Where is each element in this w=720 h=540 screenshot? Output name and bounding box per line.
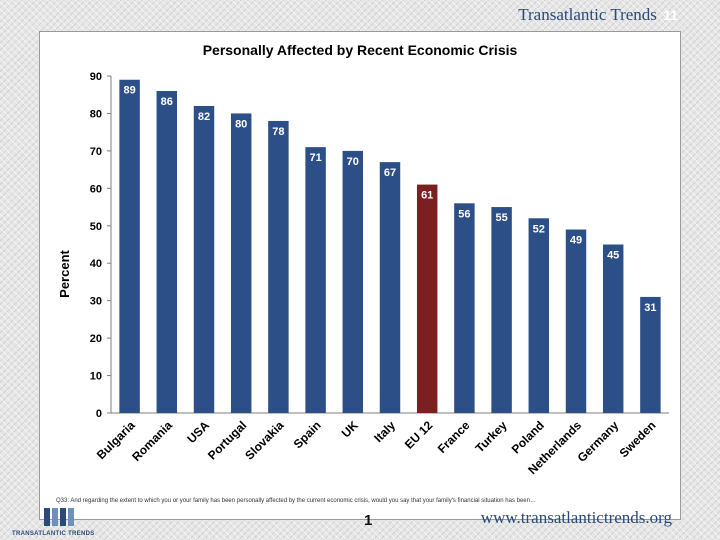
chart-panel: Personally Affected by Recent Economic C… [39, 31, 681, 520]
data-label: 31 [644, 302, 656, 314]
bar [379, 162, 401, 413]
category-label: Turkey [473, 418, 510, 455]
bar [602, 244, 624, 413]
question-footnote: Q33: And regarding the extent to which y… [56, 498, 536, 504]
data-label: 78 [272, 126, 284, 138]
page-badge: 11 [663, 7, 678, 23]
data-label: 71 [309, 152, 321, 164]
bar-chart: Personally Affected by Recent Economic C… [57, 42, 669, 477]
y-tick-label: 80 [90, 108, 102, 120]
category-label: Portugal [205, 418, 249, 462]
bar [268, 120, 289, 413]
bar [230, 113, 252, 413]
bar [454, 203, 475, 413]
bar [119, 79, 140, 413]
category-label: Italy [371, 418, 398, 445]
brand-name: Transatlantic Trends [518, 5, 657, 24]
category-label: USA [184, 418, 212, 446]
chart-layer: 010203040506070809089Bulgaria86Romania82… [90, 71, 669, 477]
data-label: 89 [123, 85, 135, 97]
y-tick-label: 30 [90, 296, 102, 308]
y-tick-label: 40 [90, 258, 102, 270]
logo-text: TRANSATLANTIC TRENDS [12, 531, 95, 537]
transatlantic-trends-logo [44, 508, 74, 526]
data-label: 80 [235, 118, 247, 130]
data-label: 86 [161, 96, 173, 108]
website-url[interactable]: www.transatlantictrends.org [480, 508, 672, 527]
brand-title: Transatlantic Trends 11 [518, 5, 678, 25]
page-number: 1 [364, 512, 373, 529]
category-label: Spain [291, 418, 324, 451]
bar [491, 207, 512, 413]
data-label: 82 [198, 111, 210, 123]
data-label: 55 [495, 212, 507, 224]
bar [565, 229, 587, 413]
data-label: 56 [458, 208, 470, 220]
y-tick-label: 10 [90, 371, 102, 383]
category-label: UK [339, 418, 361, 440]
bar [416, 184, 438, 413]
category-label: France [435, 418, 473, 456]
data-label: 67 [384, 167, 396, 179]
bar [305, 147, 326, 413]
category-label: Sweden [617, 418, 659, 460]
y-tick-label: 60 [90, 183, 102, 195]
bar [156, 90, 178, 413]
y-tick-label: 20 [90, 333, 102, 345]
y-tick-label: 50 [90, 221, 102, 233]
y-tick-label: 90 [90, 71, 102, 83]
category-label: Germany [575, 418, 622, 465]
data-label: 49 [570, 235, 582, 247]
bar [640, 296, 661, 413]
data-label: 45 [607, 250, 619, 262]
y-tick-label: 0 [96, 408, 102, 420]
y-tick-label: 70 [90, 146, 102, 158]
data-label: 70 [347, 156, 359, 168]
category-label: Slovakia [242, 418, 287, 463]
bar [193, 105, 215, 413]
chart-title: Personally Affected by Recent Economic C… [203, 42, 518, 58]
data-label: 52 [533, 223, 545, 235]
bar [528, 218, 550, 413]
data-label: 61 [421, 190, 433, 202]
category-label: Romania [129, 418, 175, 464]
bar [342, 150, 364, 413]
category-label: EU 12 [402, 418, 436, 452]
y-axis-label: Percent [57, 249, 72, 297]
